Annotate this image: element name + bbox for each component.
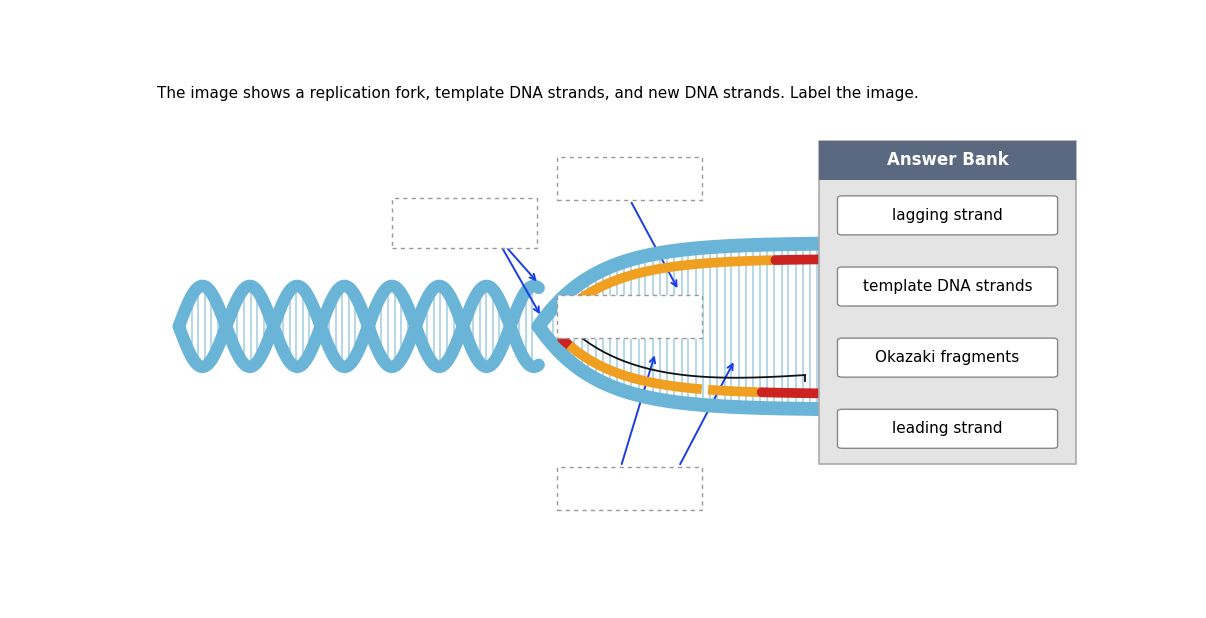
FancyBboxPatch shape — [392, 198, 537, 248]
FancyBboxPatch shape — [837, 267, 1058, 306]
FancyBboxPatch shape — [819, 141, 1076, 180]
FancyBboxPatch shape — [557, 467, 702, 510]
FancyBboxPatch shape — [837, 409, 1058, 448]
Text: Okazaki fragments: Okazaki fragments — [876, 350, 1019, 365]
FancyBboxPatch shape — [837, 196, 1058, 235]
Text: lagging strand: lagging strand — [892, 208, 1003, 223]
FancyBboxPatch shape — [557, 295, 702, 338]
Text: 5′: 5′ — [830, 412, 842, 425]
Text: 3′: 3′ — [830, 377, 842, 391]
Text: leading strand: leading strand — [892, 421, 1003, 436]
Text: 3′: 3′ — [830, 227, 842, 241]
FancyBboxPatch shape — [557, 158, 702, 200]
Text: template DNA strands: template DNA strands — [862, 279, 1032, 294]
Text: 5′: 5′ — [830, 262, 842, 276]
Text: The image shows a replication fork, template DNA strands, and new DNA strands. L: The image shows a replication fork, temp… — [157, 86, 919, 101]
FancyBboxPatch shape — [837, 338, 1058, 377]
Text: Answer Bank: Answer Bank — [886, 151, 1008, 169]
FancyBboxPatch shape — [819, 141, 1076, 464]
